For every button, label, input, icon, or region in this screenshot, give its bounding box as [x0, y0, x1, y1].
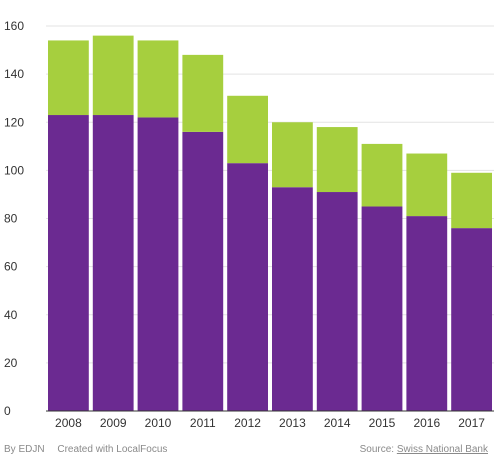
- bar-segment-bottom: [451, 228, 492, 411]
- y-tick-label: 120: [4, 115, 24, 129]
- x-tick-label: 2017: [458, 416, 485, 430]
- byline: By EDJN: [4, 444, 45, 455]
- bar-segment-top: [316, 127, 358, 193]
- bar-segment-top: [227, 95, 268, 164]
- x-tick-label: 2009: [100, 416, 127, 430]
- bar-segment-top: [272, 122, 313, 188]
- x-tick-label: 2014: [324, 416, 351, 430]
- x-axis-tick-labels: 2008 2009 2010 2011 2012 2013 2014 2015 2016 2017: [55, 416, 485, 430]
- bar-segment-top: [361, 143, 403, 207]
- y-tick-label: 100: [4, 163, 24, 177]
- y-tick-label: 0: [4, 404, 11, 418]
- bar-segment-bottom: [182, 131, 224, 411]
- x-tick-label: 2012: [234, 416, 261, 430]
- bar-segment-bottom: [361, 206, 403, 411]
- y-tick-label: 60: [4, 260, 18, 274]
- x-tick-label: 2010: [145, 416, 172, 430]
- bar-segment-top: [48, 40, 89, 116]
- bar-segment-bottom: [137, 117, 179, 411]
- bar-segment-bottom: [227, 163, 268, 411]
- y-tick-label: 80: [4, 212, 18, 226]
- created-with: Created with LocalFocus: [57, 444, 168, 455]
- footer-credits: By EDJN Created with LocalFocus: [4, 444, 167, 455]
- footer-source: Source: Swiss National Bank: [360, 444, 488, 455]
- bar-segment-bottom: [272, 187, 313, 411]
- bar-segment-bottom: [48, 115, 89, 411]
- bar-segment-top: [182, 54, 224, 132]
- bars: [48, 35, 492, 411]
- bar-segment-top: [451, 172, 492, 229]
- y-tick-label: 140: [4, 67, 24, 81]
- x-tick-label: 2013: [279, 416, 306, 430]
- y-tick-label: 40: [4, 308, 18, 322]
- y-tick-label: 20: [4, 356, 18, 370]
- y-tick-label: 160: [4, 19, 24, 33]
- x-tick-label: 2015: [369, 416, 396, 430]
- source-link[interactable]: Swiss National Bank: [396, 444, 488, 455]
- bar-segment-top: [406, 153, 448, 217]
- source-prefix: Source:: [359, 444, 395, 455]
- bar-segment-top: [137, 40, 179, 118]
- bar-segment-top: [92, 35, 134, 116]
- x-tick-label: 2011: [190, 416, 216, 430]
- x-tick-label: 2008: [55, 416, 82, 430]
- bar-segment-bottom: [406, 216, 448, 411]
- bar-segment-bottom: [316, 192, 358, 411]
- y-axis-tick-labels: 0 20 40 60 80 100 120 140 160: [4, 19, 24, 418]
- x-tick-label: 2016: [413, 416, 440, 430]
- bar-segment-bottom: [92, 115, 134, 411]
